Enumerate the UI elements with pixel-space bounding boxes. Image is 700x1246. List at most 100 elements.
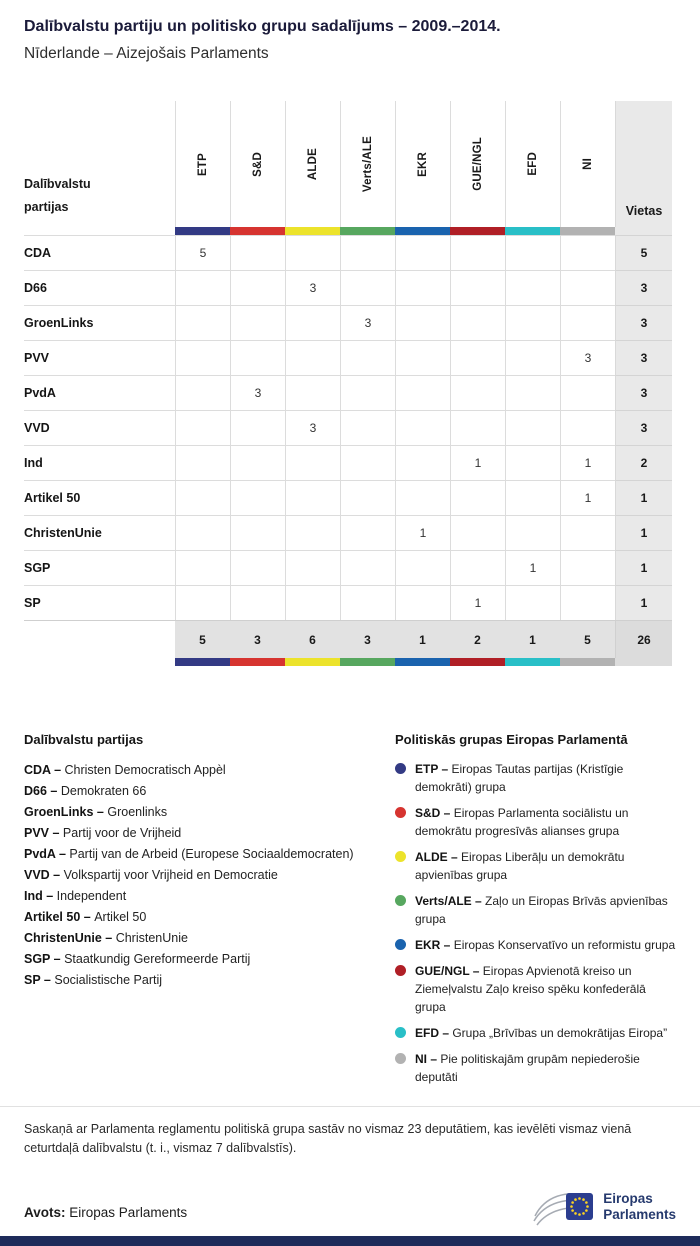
value-cell: [340, 340, 395, 375]
group-column-label: Verts/ALE: [362, 135, 374, 193]
group-column-header-S&D: S&D: [230, 101, 285, 227]
value-cell: 3: [285, 410, 340, 445]
value-cell: 1: [450, 445, 505, 480]
value-cell: [285, 340, 340, 375]
ep-logo-line1: Eiropas: [603, 1191, 653, 1206]
value-cell: [230, 515, 285, 550]
group-legend-text: ETP – Eiropas Tautas partijas (Kristīgie…: [415, 762, 624, 794]
group-color-bar-bottom-EKR: [395, 658, 450, 666]
group-color-bar-EFD: [505, 227, 560, 235]
value-cell: 1: [450, 585, 505, 620]
group-column-label: EKR: [417, 151, 429, 177]
group-color-bar-bottom-ALDE: [285, 658, 340, 666]
value-cell: [340, 515, 395, 550]
page-subtitle: Nīderlande – Aizejošais Parlaments: [24, 45, 269, 62]
group-legend-text: GUE/NGL – Eiropas Apvienotā kreiso un Zi…: [415, 964, 646, 1014]
value-cell: [505, 375, 560, 410]
seats-value: 3: [615, 270, 672, 305]
group-color-bar-Verts/ALE: [340, 227, 395, 235]
group-legend-item: EKR – Eiropas Konservatīvo un reformistu…: [395, 936, 676, 954]
value-cell: [175, 305, 230, 340]
group-color-bar-NI: [560, 227, 615, 235]
group-legend-text: Verts/ALE – Zaļo un Eiropas Brīvās apvie…: [415, 894, 668, 926]
seats-footer-bar: [615, 658, 672, 666]
value-cell: [560, 270, 615, 305]
ep-logo: Eiropas Parlaments: [533, 1188, 676, 1226]
value-cell: [285, 550, 340, 585]
party-legend-item: Artikel 50 – Artikel 50: [24, 910, 147, 924]
value-cell: [395, 585, 450, 620]
seats-value: 1: [615, 550, 672, 585]
value-cell: [395, 550, 450, 585]
bottom-accent-bar: [0, 1236, 700, 1246]
value-cell: [395, 375, 450, 410]
party-name: SGP: [24, 550, 175, 585]
group-color-bar-bottom-EFD: [505, 658, 560, 666]
group-color-bar-bottom-NI: [560, 658, 615, 666]
party-legend-item: Ind – Independent: [24, 889, 127, 903]
value-cell: [230, 550, 285, 585]
value-cell: [340, 375, 395, 410]
value-cell: [505, 410, 560, 445]
value-cell: [175, 480, 230, 515]
party-name: Ind: [24, 445, 175, 480]
value-cell: [505, 585, 560, 620]
group-legend-item: S&D – Eiropas Parlamenta sociālistu un d…: [395, 804, 676, 840]
party-name: Artikel 50: [24, 480, 175, 515]
value-cell: [395, 305, 450, 340]
ep-logo-text: Eiropas Parlaments: [603, 1191, 676, 1223]
total-cell: 1: [505, 620, 560, 658]
source-value: Eiropas Parlaments: [69, 1205, 188, 1220]
value-cell: 1: [560, 445, 615, 480]
group-legend-text: S&D – Eiropas Parlamenta sociālistu un d…: [415, 806, 629, 838]
value-cell: [505, 515, 560, 550]
party-legend-item: PVV – Partij voor de Vrijheid: [24, 826, 182, 840]
value-cell: [175, 515, 230, 550]
value-cell: [285, 445, 340, 480]
footer-bar-left-spacer: [24, 658, 175, 666]
group-column-label: GUE/NGL: [472, 137, 484, 191]
value-cell: [395, 480, 450, 515]
party-legend-item: CDA – Christen Democratisch Appèl: [24, 763, 226, 777]
value-cell: [395, 445, 450, 480]
value-cell: [450, 375, 505, 410]
value-cell: 1: [395, 515, 450, 550]
source-row: Avots: Eiropas Parlaments: [0, 1188, 700, 1226]
value-cell: 3: [560, 340, 615, 375]
footnote: Saskaņā ar Parlamenta reglamentu politis…: [0, 1106, 700, 1158]
value-cell: [395, 235, 450, 270]
group-legend-item: NI – Pie politiskajām grupām nepiederoši…: [395, 1050, 676, 1086]
total-cell: 3: [340, 620, 395, 658]
group-color-dot-icon: [395, 851, 406, 862]
group-color-bar-EKR: [395, 227, 450, 235]
value-cell: [450, 550, 505, 585]
group-column-header-ETP: ETP: [175, 101, 230, 227]
value-cell: [175, 340, 230, 375]
value-cell: [175, 550, 230, 585]
value-cell: [340, 550, 395, 585]
group-color-dot-icon: [395, 895, 406, 906]
group-legend-item: ETP – Eiropas Tautas partijas (Kristīgie…: [395, 760, 676, 796]
party-legend: Dalībvalstu partijas CDA – Christen Demo…: [24, 732, 395, 1094]
party-legend-item: PvdA – Partij van de Arbeid (Europese So…: [24, 847, 354, 861]
value-cell: [175, 585, 230, 620]
value-cell: [285, 585, 340, 620]
value-cell: [450, 270, 505, 305]
value-cell: [450, 340, 505, 375]
party-name: SP: [24, 585, 175, 620]
group-color-bar-ETP: [175, 227, 230, 235]
value-cell: [395, 270, 450, 305]
value-cell: [560, 235, 615, 270]
value-cell: [230, 585, 285, 620]
group-legend-text: NI – Pie politiskajām grupām nepiederoši…: [415, 1052, 640, 1084]
seats-column-label: Vietas: [625, 204, 663, 218]
group-legend-item: ALDE – Eiropas Liberāļu un demokrātu apv…: [395, 848, 676, 884]
value-cell: [560, 375, 615, 410]
totals-left-spacer: [24, 620, 175, 658]
value-cell: [340, 445, 395, 480]
source-label: Avots:: [24, 1205, 66, 1220]
group-column-header-GUE/NGL: GUE/NGL: [450, 101, 505, 227]
group-legend: Politiskās grupas Eiropas Parlamentā ETP…: [395, 732, 676, 1094]
group-color-dot-icon: [395, 1027, 406, 1038]
value-cell: [450, 480, 505, 515]
